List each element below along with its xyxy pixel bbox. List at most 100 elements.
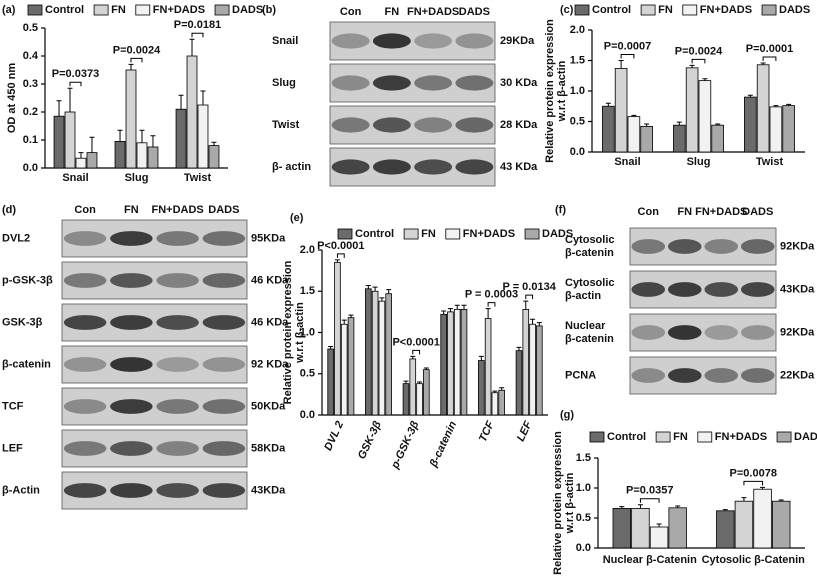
x-tick-label: Twist — [184, 172, 212, 184]
lane-label: Con — [638, 206, 660, 218]
molecular-weight: 43KDa — [251, 484, 286, 496]
bar — [756, 64, 770, 153]
blot-band — [331, 117, 370, 133]
blot-band — [63, 441, 107, 456]
blot-band — [63, 399, 107, 414]
legend-label: FN — [673, 431, 688, 443]
blot-band — [156, 315, 199, 330]
blot-membrane — [329, 21, 496, 61]
y-axis-label: Relative protein expression — [544, 19, 556, 163]
legend-label: FN+DADS — [153, 4, 205, 16]
blot-band — [631, 368, 666, 383]
bar — [602, 105, 615, 153]
bar — [175, 108, 187, 169]
protein-label: β-actin — [565, 290, 601, 302]
error-bar — [715, 123, 721, 126]
blot-band — [455, 159, 494, 175]
error-bar — [89, 136, 95, 153]
error-bar — [386, 289, 392, 294]
blot-band — [740, 368, 775, 383]
protein-label: Slug — [272, 77, 296, 89]
bar — [522, 308, 530, 416]
bar — [385, 293, 392, 416]
lane-label: DADS — [208, 204, 239, 216]
error-bar — [619, 506, 625, 509]
legend-swatch — [574, 4, 590, 16]
bar — [484, 318, 492, 416]
y-tick-label: 0.3 — [23, 78, 38, 90]
x-tick-label: GSK-3β — [356, 419, 384, 461]
protein-label: β-Actin — [2, 484, 40, 496]
molecular-weight: 29KDa — [500, 35, 535, 47]
blot-membrane — [61, 345, 248, 384]
protein-label: β-catenin — [2, 358, 51, 370]
error-bar — [656, 523, 662, 527]
p-value: P=0.0007 — [604, 40, 651, 52]
bar — [416, 383, 423, 416]
bar — [53, 115, 65, 169]
bar — [744, 96, 757, 153]
legend-swatch — [27, 4, 43, 16]
panel-label: (b) — [262, 4, 276, 16]
error-bar — [189, 38, 195, 56]
bar — [423, 369, 430, 416]
protein-label: Nuclear — [565, 320, 606, 332]
bar — [536, 325, 543, 416]
protein-label: p-GSK-3β — [2, 274, 53, 286]
error-bar — [675, 505, 681, 508]
molecular-weight: 43 KDa — [500, 161, 538, 173]
y-axis-label: Relative protein expression — [282, 260, 294, 404]
x-tick-label: Slug — [125, 172, 149, 184]
error-bar — [492, 390, 498, 393]
y-tick-label: 0.5 — [23, 22, 38, 34]
p-value: P<0.0001 — [392, 336, 439, 348]
blot-band — [704, 282, 739, 297]
blot-band — [110, 231, 153, 246]
error-bar — [747, 94, 753, 98]
bar — [402, 383, 410, 416]
blot-band — [202, 441, 246, 456]
x-tick-label: p-GSK-3β — [389, 419, 422, 471]
y-axis-label: w.r.t β-actin — [556, 60, 568, 122]
bar — [371, 290, 379, 416]
bar — [771, 500, 791, 549]
bar — [460, 308, 468, 416]
y-axis-label: w.r.t β-actin — [294, 302, 306, 364]
bar — [668, 507, 687, 549]
error-bar — [334, 259, 340, 263]
lane-label: FN+DADS — [151, 204, 203, 216]
significance-bracket — [130, 57, 143, 63]
blot-band — [704, 368, 739, 383]
bar — [86, 152, 98, 169]
significance-bracket — [412, 349, 421, 355]
blot-band — [372, 75, 411, 91]
y-axis-label: w.r.t β-actin — [564, 472, 576, 534]
y-tick-label: 0.5 — [300, 368, 315, 380]
bar — [649, 526, 669, 549]
bar — [147, 146, 159, 169]
bar — [673, 124, 686, 153]
molecular-weight: 28 KDa — [500, 119, 538, 131]
legend-label: DADS — [779, 4, 810, 16]
blot-band — [740, 239, 775, 254]
blot-band — [110, 357, 153, 372]
blot-band — [414, 117, 453, 133]
blot-band — [63, 273, 107, 288]
bar — [716, 510, 735, 549]
error-bar — [702, 78, 708, 81]
error-bar — [211, 141, 217, 146]
bar — [491, 392, 499, 416]
y-tick-label: 0.4 — [23, 50, 39, 62]
blot-band — [631, 325, 666, 340]
legend-label: DADS — [794, 431, 817, 443]
error-bar — [447, 308, 453, 312]
y-axis-label: OD at 450 nm — [6, 63, 18, 134]
y-tick-label: 1.5 — [576, 452, 591, 464]
y-axis-label: Relative protein expression — [552, 431, 564, 575]
protein-label: Snail — [272, 35, 298, 47]
error-bar — [128, 63, 134, 70]
blot-membrane — [61, 387, 248, 426]
molecular-weight: 92KDa — [780, 326, 815, 338]
blot-band — [372, 33, 411, 49]
